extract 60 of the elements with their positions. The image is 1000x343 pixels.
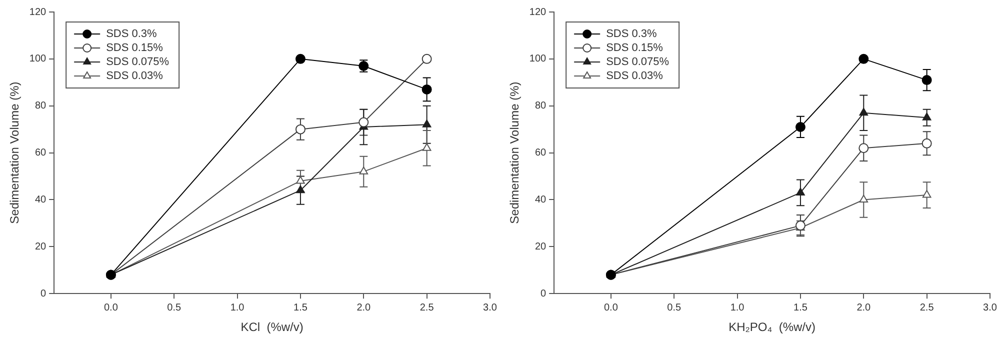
point xyxy=(796,188,805,196)
x-tick-label: 0.5 xyxy=(167,302,182,314)
x-tick-label: 3.0 xyxy=(983,302,998,314)
x-tick-label: 2.5 xyxy=(920,302,934,314)
point xyxy=(358,117,369,128)
x-tick-label: 0.0 xyxy=(604,302,618,314)
y-tick-label: 80 xyxy=(34,100,47,112)
point xyxy=(922,138,932,148)
legend-label: SDS 0.03% xyxy=(106,70,164,82)
point xyxy=(296,185,305,194)
x-tick-label: 3.0 xyxy=(483,302,498,314)
y-tick-label: 20 xyxy=(534,241,547,252)
point xyxy=(422,84,432,94)
x-axis-title: KH₂PO₄ (%w/v) xyxy=(728,320,816,334)
y-tick-label: 100 xyxy=(529,54,547,65)
x-tick-label: 0.0 xyxy=(104,302,118,314)
legend-label: SDS 0.15% xyxy=(606,42,664,54)
x-tick-label: 2.0 xyxy=(356,302,372,314)
legend-label: SDS 0.03% xyxy=(606,70,664,82)
point xyxy=(295,124,306,134)
point xyxy=(859,108,868,116)
y-tick-label: 0 xyxy=(40,288,47,300)
x-tick-label: 1.0 xyxy=(730,302,745,314)
point xyxy=(422,143,432,151)
point xyxy=(859,194,868,202)
y-tick-label: 20 xyxy=(34,241,47,252)
point xyxy=(858,143,869,154)
x-tick-label: 2.5 xyxy=(420,302,434,314)
point xyxy=(359,166,368,174)
x-tick-label: 0.5 xyxy=(667,302,682,314)
y-tick-label: 40 xyxy=(534,194,547,206)
y-tick-label: 120 xyxy=(529,6,547,18)
legend-label: SDS 0.15% xyxy=(106,42,164,54)
x-tick-label: 1.5 xyxy=(294,302,308,314)
y-tick-label: 60 xyxy=(34,148,47,159)
point xyxy=(922,190,932,198)
point xyxy=(295,54,306,64)
y-tick-label: 100 xyxy=(29,54,47,65)
point xyxy=(858,54,869,64)
y-tick-label: 80 xyxy=(534,100,547,112)
x-tick-label: 1.5 xyxy=(794,302,808,314)
x-tick-label: 2.0 xyxy=(856,302,872,314)
point xyxy=(422,120,432,128)
point xyxy=(795,122,806,132)
y-tick-label: 0 xyxy=(540,288,547,300)
y-axis-title: Sedimentation Volume (%) xyxy=(508,82,522,224)
y-axis-title: Sedimentation Volume (%) xyxy=(8,82,22,224)
legend-label: SDS 0.3% xyxy=(106,28,158,40)
x-axis-title: KCl (%w/v) xyxy=(240,320,304,334)
point xyxy=(296,176,305,184)
y-tick-label: 40 xyxy=(34,194,47,206)
point xyxy=(422,54,432,64)
legend-label: SDS 0.075% xyxy=(606,56,670,68)
x-tick-label: 1.0 xyxy=(230,302,245,314)
point xyxy=(922,75,932,86)
legend-label: SDS 0.3% xyxy=(606,28,658,40)
y-tick-label: 120 xyxy=(29,6,47,18)
legend-label: SDS 0.075% xyxy=(106,56,170,68)
point xyxy=(922,112,932,120)
y-tick-label: 60 xyxy=(534,148,547,159)
